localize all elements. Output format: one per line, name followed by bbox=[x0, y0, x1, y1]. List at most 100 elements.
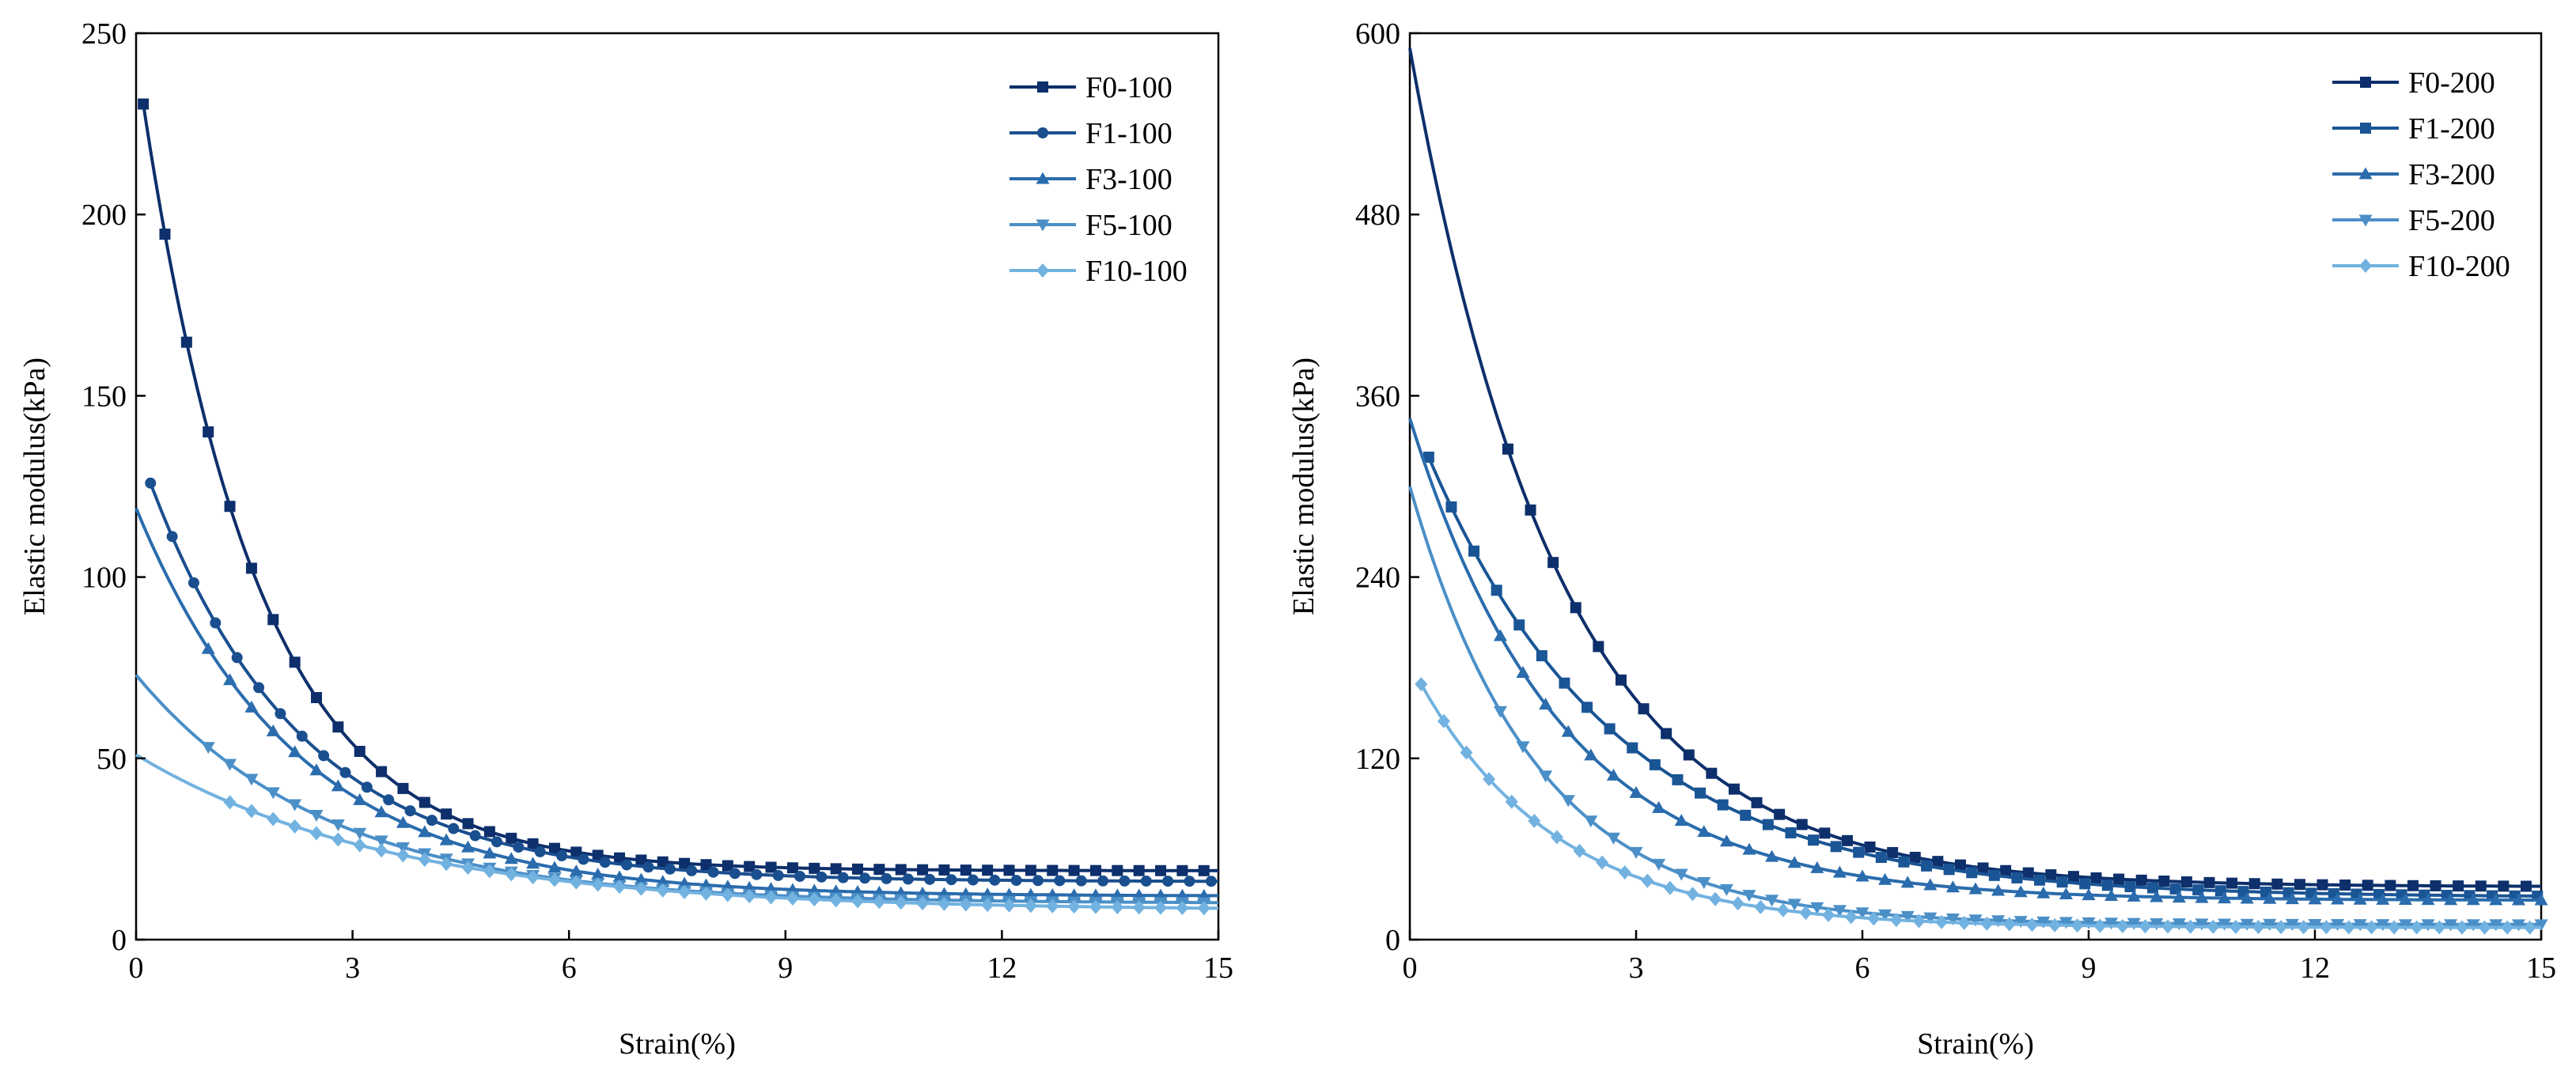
data-point-F10-200 bbox=[1799, 906, 1813, 921]
x-tick-label: 6 bbox=[562, 951, 577, 985]
data-point-F3-200 bbox=[1968, 882, 1983, 895]
data-point-F1-100 bbox=[642, 861, 654, 873]
data-point-F10-100 bbox=[829, 893, 843, 908]
y-tick-label: 0 bbox=[112, 924, 127, 957]
data-point-F5-200 bbox=[1945, 914, 1960, 926]
data-point-F0-200 bbox=[2475, 880, 2487, 892]
data-point-F1-200 bbox=[1966, 867, 1978, 879]
data-point-F10-100 bbox=[591, 877, 604, 892]
data-point-F1-100 bbox=[686, 864, 698, 876]
legend-label: F0-200 bbox=[2408, 66, 2495, 100]
data-point-F3-100 bbox=[569, 864, 583, 876]
data-point-F1-100 bbox=[145, 477, 157, 489]
data-point-F0-100 bbox=[419, 796, 430, 808]
data-point-F10-200 bbox=[2002, 917, 2016, 932]
legend-label: F5-200 bbox=[2408, 204, 2495, 237]
data-point-F0-200 bbox=[1525, 504, 1536, 516]
data-point-F1-100 bbox=[361, 781, 373, 793]
data-point-F1-100 bbox=[578, 853, 589, 865]
data-point-F1-100 bbox=[751, 868, 763, 880]
data-point-F10-200 bbox=[1483, 772, 1496, 787]
data-point-F0-200 bbox=[2453, 880, 2464, 892]
data-point-F5-200 bbox=[2082, 917, 2096, 929]
data-point-F1-100 bbox=[837, 872, 849, 883]
x-axis-label-right: Strain(%) bbox=[1917, 1027, 2034, 1061]
data-point-F1-200 bbox=[1582, 702, 1593, 713]
y-axis-label-left: Elastic modulus(kPa) bbox=[18, 358, 51, 615]
y-tick-label: 50 bbox=[97, 743, 127, 776]
data-point-F0-200 bbox=[2271, 878, 2283, 890]
data-point-F10-100 bbox=[656, 883, 669, 898]
data-point-F3-200 bbox=[1765, 849, 1779, 862]
series-line-F1-200 bbox=[1426, 456, 2541, 898]
data-point-F10-100 bbox=[894, 895, 907, 910]
data-point-F0-100 bbox=[786, 862, 798, 874]
data-point-F10-100 bbox=[1067, 899, 1081, 914]
data-point-F0-100 bbox=[700, 859, 712, 871]
x-tick-label: 3 bbox=[345, 951, 360, 985]
data-point-F3-200 bbox=[2263, 891, 2277, 904]
data-point-F1-200 bbox=[1536, 650, 1547, 662]
x-tick-label: 12 bbox=[2300, 951, 2330, 985]
data-point-F10-200 bbox=[1709, 891, 1722, 906]
y-tick-label: 200 bbox=[81, 199, 127, 232]
data-point-F1-100 bbox=[469, 830, 481, 842]
data-point-F3-200 bbox=[2240, 891, 2254, 904]
data-point-F1-200 bbox=[1468, 545, 1480, 557]
data-point-F5-200 bbox=[1719, 883, 1733, 896]
data-point-F10-200 bbox=[2410, 920, 2423, 935]
data-point-F5-200 bbox=[1697, 877, 1711, 890]
data-point-F10-200 bbox=[1437, 713, 1450, 728]
x-tick-label: 15 bbox=[1203, 951, 1233, 985]
data-point-F3-100 bbox=[223, 673, 237, 686]
plot-frame-left bbox=[134, 32, 1220, 941]
data-point-F0-200 bbox=[2407, 880, 2419, 891]
data-point-F10-200 bbox=[1550, 830, 1563, 845]
data-point-F3-200 bbox=[2466, 893, 2480, 906]
plot-frame-right bbox=[1408, 32, 2543, 941]
data-point-F0-200 bbox=[1728, 783, 1740, 795]
data-point-F1-200 bbox=[1785, 827, 1797, 838]
data-point-F3-100 bbox=[483, 846, 497, 859]
data-point-F1-100 bbox=[1032, 875, 1044, 887]
data-point-F5-200 bbox=[2489, 919, 2503, 932]
data-point-F1-200 bbox=[2079, 878, 2091, 890]
x-ticks-right: 0 3 6 9 12 15 bbox=[1403, 930, 2556, 985]
data-point-F10-200 bbox=[2297, 920, 2310, 935]
data-point-F0-200 bbox=[1887, 846, 1899, 858]
data-point-F0-100 bbox=[1155, 864, 1167, 876]
data-point-F10-200 bbox=[2455, 920, 2468, 935]
data-point-F10-200 bbox=[1618, 865, 1631, 880]
data-point-F5-200 bbox=[1584, 815, 1598, 828]
data-point-F3-200 bbox=[2285, 892, 2299, 905]
x-axis-label-left: Strain(%) bbox=[619, 1027, 736, 1061]
data-point-F0-100 bbox=[441, 808, 453, 820]
data-point-F1-200 bbox=[2011, 872, 2023, 883]
data-point-F0-200 bbox=[1796, 819, 1808, 830]
x-tick-label: 0 bbox=[1403, 951, 1418, 985]
data-point-F3-200 bbox=[2059, 887, 2073, 899]
data-point-F1-200 bbox=[1830, 841, 1842, 853]
data-point-F10-200 bbox=[2093, 918, 2107, 933]
legend-label: F10-200 bbox=[2408, 250, 2510, 283]
data-point-F5-200 bbox=[1561, 795, 1575, 808]
data-point-F1-100 bbox=[1184, 876, 1195, 887]
data-point-F5-100 bbox=[353, 827, 367, 840]
data-point-F0-100 bbox=[138, 98, 150, 110]
data-point-F3-200 bbox=[1629, 785, 1643, 798]
data-point-F3-200 bbox=[1787, 856, 1801, 868]
data-point-F1-200 bbox=[1740, 809, 1752, 821]
data-point-F3-100 bbox=[309, 763, 324, 776]
data-point-F3-200 bbox=[1991, 883, 2006, 896]
data-point-F5-200 bbox=[1923, 912, 1938, 925]
data-point-F0-100 bbox=[289, 656, 301, 668]
legend-label: F5-100 bbox=[1085, 209, 1172, 242]
data-point-F3-100 bbox=[439, 833, 453, 846]
data-point-F0-200 bbox=[1954, 859, 1966, 871]
data-point-F5-200 bbox=[1787, 899, 1801, 911]
data-point-F1-100 bbox=[794, 870, 806, 882]
data-point-F3-100 bbox=[612, 870, 627, 883]
data-point-F10-100 bbox=[1197, 901, 1210, 916]
data-point-F10-100 bbox=[1176, 900, 1189, 915]
data-point-F3-100 bbox=[353, 793, 367, 805]
